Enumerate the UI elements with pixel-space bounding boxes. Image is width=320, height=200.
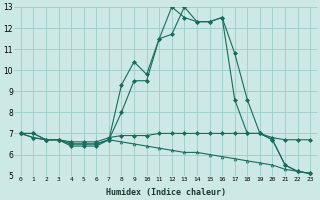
X-axis label: Humidex (Indice chaleur): Humidex (Indice chaleur): [106, 188, 226, 197]
